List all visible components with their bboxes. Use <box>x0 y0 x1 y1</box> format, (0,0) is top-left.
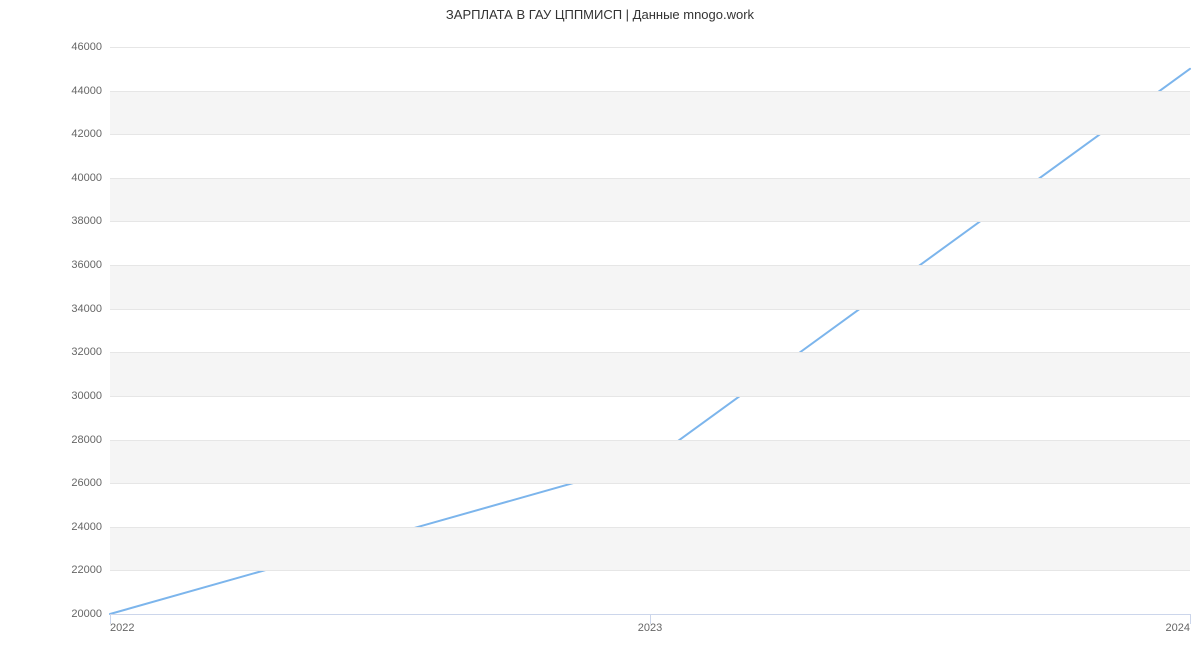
y-tick-label: 28000 <box>71 434 102 446</box>
y-grid-line <box>110 47 1190 48</box>
chart-title: ЗАРПЛАТА В ГАУ ЦППМИСП | Данные mnogo.wo… <box>0 7 1200 22</box>
y-grid-line <box>110 396 1190 397</box>
x-tick-mark <box>1190 614 1191 624</box>
y-tick-label: 32000 <box>71 346 102 358</box>
plot-area: 2000022000240002600028000300003200034000… <box>110 47 1190 614</box>
grid-band <box>110 527 1190 571</box>
y-tick-label: 24000 <box>71 521 102 533</box>
grid-band <box>110 221 1190 265</box>
y-grid-line <box>110 265 1190 266</box>
y-grid-line <box>110 440 1190 441</box>
grid-band <box>110 309 1190 353</box>
grid-band <box>110 134 1190 178</box>
y-tick-label: 30000 <box>71 390 102 402</box>
y-tick-label: 42000 <box>71 128 102 140</box>
y-tick-label: 22000 <box>71 564 102 576</box>
y-tick-label: 34000 <box>71 303 102 315</box>
grid-band <box>110 570 1190 614</box>
y-grid-line <box>110 570 1190 571</box>
y-grid-line <box>110 221 1190 222</box>
y-grid-line <box>110 91 1190 92</box>
salary-line-chart: ЗАРПЛАТА В ГАУ ЦППМИСП | Данные mnogo.wo… <box>0 0 1200 650</box>
y-tick-label: 20000 <box>71 608 102 620</box>
grid-band <box>110 47 1190 91</box>
grid-band <box>110 352 1190 396</box>
grid-band <box>110 483 1190 527</box>
y-tick-label: 36000 <box>71 259 102 271</box>
grid-band <box>110 265 1190 309</box>
grid-band <box>110 440 1190 484</box>
grid-band <box>110 396 1190 440</box>
y-grid-line <box>110 134 1190 135</box>
x-tick-label: 2022 <box>110 622 134 634</box>
y-grid-line <box>110 178 1190 179</box>
grid-band <box>110 91 1190 135</box>
x-tick-label: 2023 <box>638 622 662 634</box>
y-tick-label: 46000 <box>71 41 102 53</box>
grid-band <box>110 178 1190 222</box>
y-grid-line <box>110 527 1190 528</box>
y-grid-line <box>110 483 1190 484</box>
y-tick-label: 40000 <box>71 172 102 184</box>
y-tick-label: 44000 <box>71 85 102 97</box>
y-tick-label: 26000 <box>71 477 102 489</box>
y-grid-line <box>110 309 1190 310</box>
x-tick-label: 2024 <box>1166 622 1190 634</box>
y-tick-label: 38000 <box>71 215 102 227</box>
y-grid-line <box>110 352 1190 353</box>
